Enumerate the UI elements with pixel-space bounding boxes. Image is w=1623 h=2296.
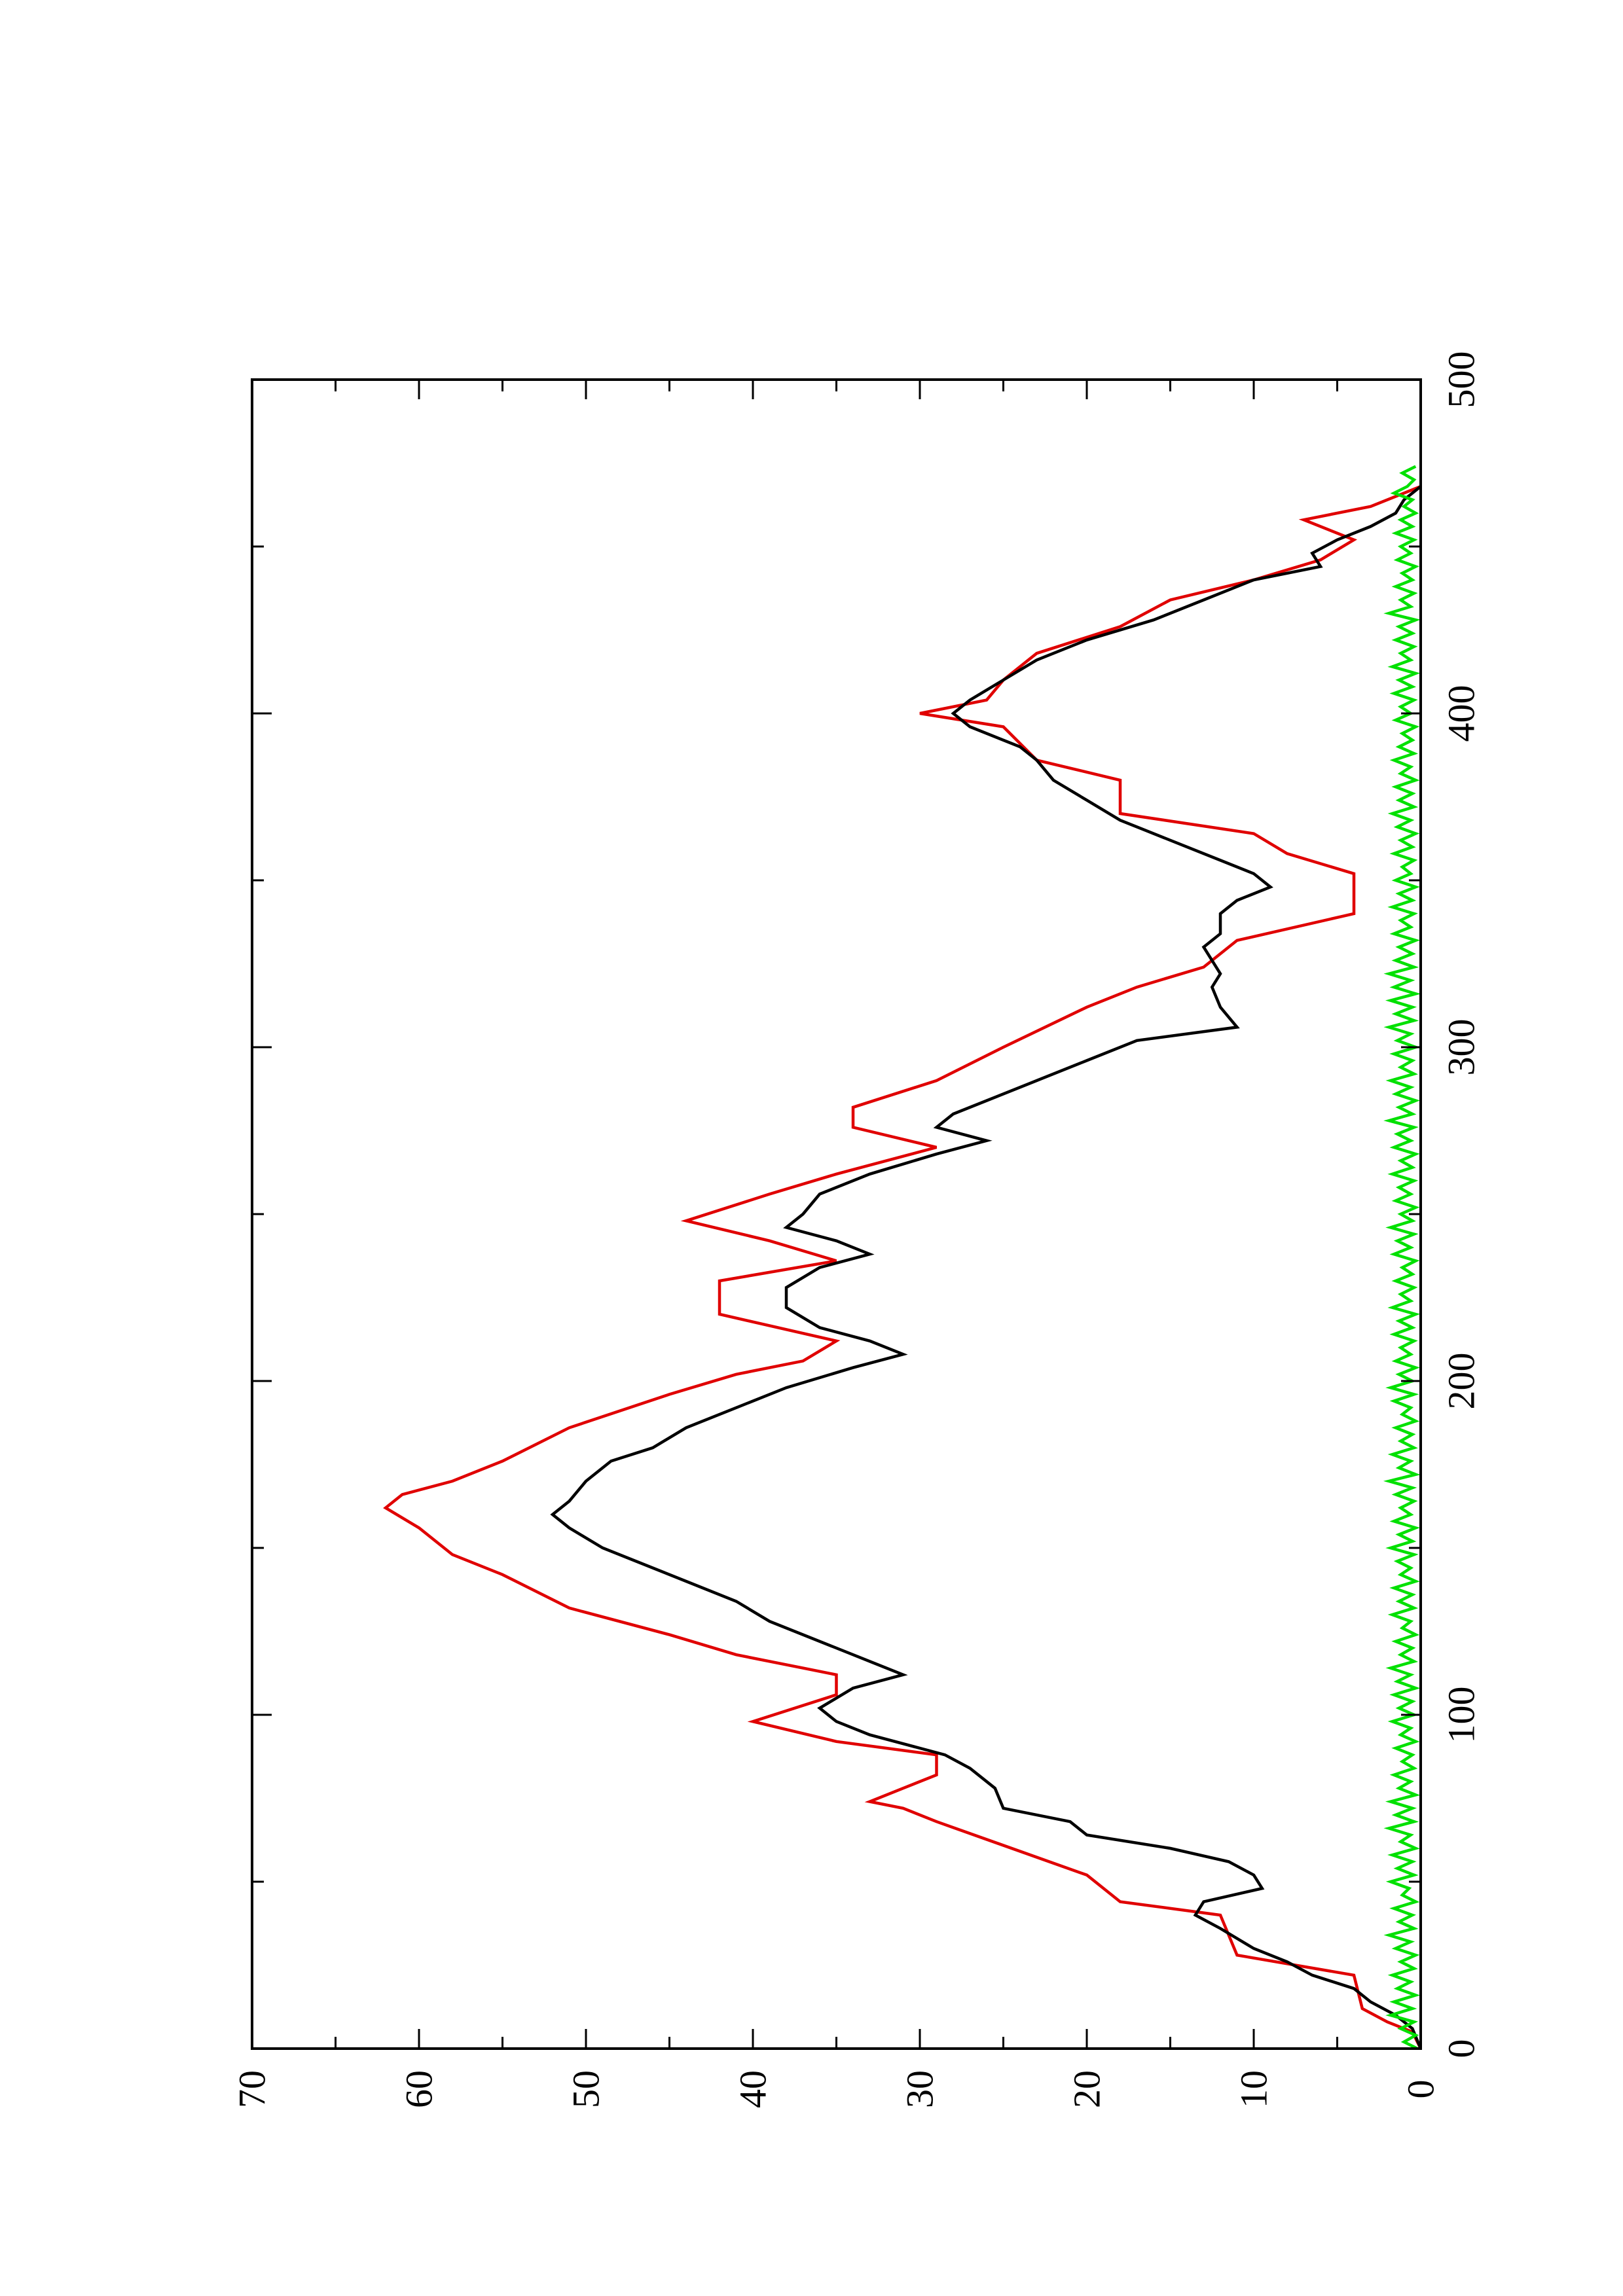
y-tick-label: 20 <box>1066 2070 1108 2108</box>
x-tick-label: 200 <box>1440 1353 1483 1410</box>
x-tick-label: 400 <box>1440 685 1483 742</box>
x-tick-label: 0 <box>1440 2039 1483 2058</box>
y-tick-label: 40 <box>732 2070 775 2108</box>
y-tick-label: 0 <box>1400 2080 1442 2099</box>
x-tick-label: 300 <box>1440 1019 1483 1076</box>
series-line <box>1383 465 1421 2049</box>
y-tick-label: 10 <box>1233 2070 1275 2108</box>
plot-area <box>383 465 1421 2049</box>
y-tick-label: 60 <box>398 2070 441 2108</box>
y-tick-label: 30 <box>899 2070 941 2108</box>
plot-frame <box>251 378 1422 2050</box>
tick-labels: 0 100 200 300 400 500 0 10 20 30 40 50 60 70 <box>231 351 1483 2109</box>
y-tick-label: 70 <box>231 2070 274 2108</box>
y-tick-label: 50 <box>565 2070 608 2108</box>
series-line <box>383 485 1421 2049</box>
tick-marks <box>251 378 1422 2050</box>
x-tick-label: 500 <box>1440 351 1483 408</box>
series-line <box>550 485 1421 2049</box>
x-tick-label: 100 <box>1440 1687 1483 1744</box>
